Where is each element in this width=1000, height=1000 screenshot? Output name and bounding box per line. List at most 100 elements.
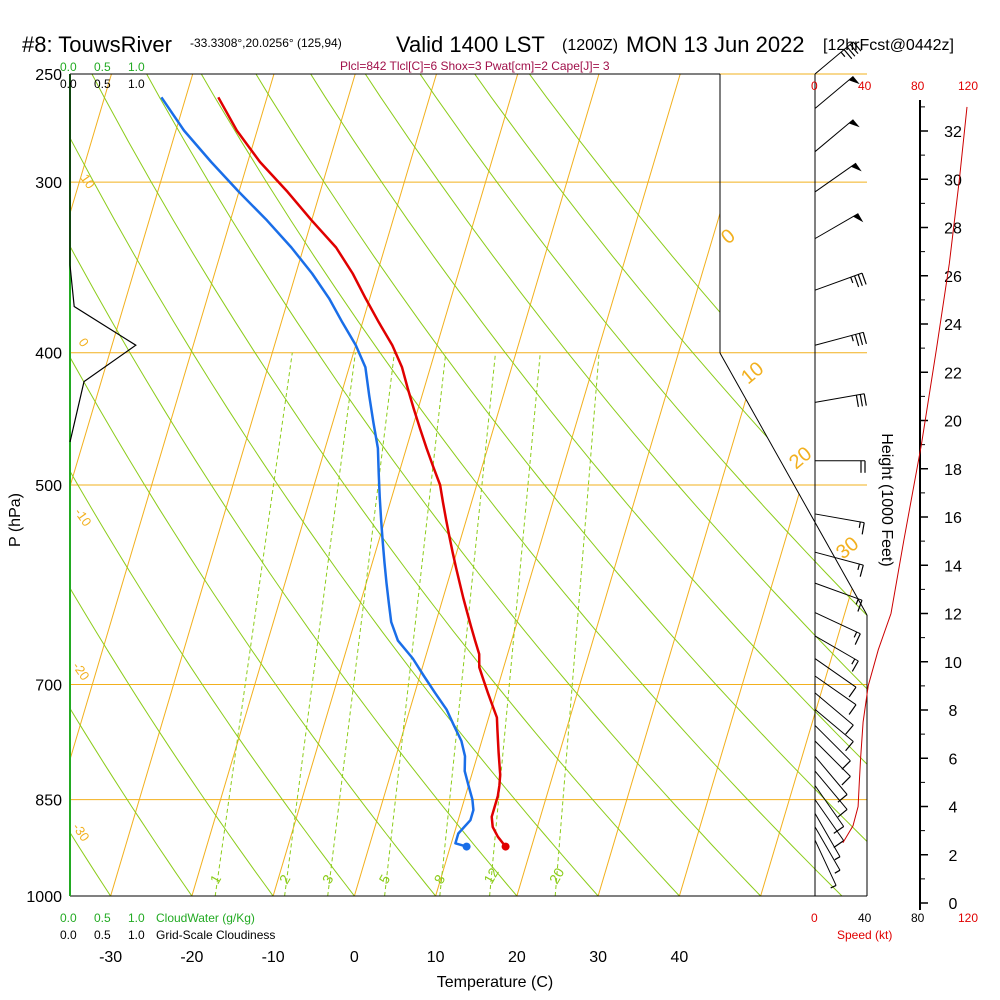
wind-barb-shaft: [814, 675, 857, 706]
pressure-tick-1000: 1000: [26, 889, 62, 906]
cloudwater-bottom-2: 1.0: [128, 911, 145, 925]
speed-axis-title: Speed (kt): [837, 928, 892, 942]
wind-barbs: [814, 41, 867, 889]
wind-barb-half: [834, 869, 841, 874]
dry-adiabat-100: [403, 74, 867, 896]
isotherm--70: [70, 74, 121, 896]
wind-barb-half: [851, 658, 856, 665]
wind-barb-shaft: [814, 755, 848, 795]
dry-adiabat-50: [132, 74, 761, 896]
wind-barb-flag: [852, 41, 862, 52]
station-coords: -33.3308°,20.0256° (125,94): [190, 36, 342, 50]
sounding-traces: [160, 96, 510, 851]
isotherm-10: [435, 74, 771, 896]
wind-barb-half: [857, 563, 860, 571]
wind-barb-half: [851, 335, 854, 342]
isotherm--10: [272, 74, 609, 896]
mixing-ratio-20: [554, 352, 600, 896]
wind-barb-flag: [833, 826, 845, 834]
wind-barb: [814, 675, 857, 715]
valid-time: Valid 1400 LST: [396, 32, 545, 57]
mixing-ratio-2: [284, 352, 356, 896]
isotherm--60: [70, 74, 203, 896]
isotherm-label-8: 30: [832, 533, 863, 564]
wind-barb-flag: [858, 333, 864, 346]
wind-barb: [814, 785, 845, 834]
wind-barb-half: [850, 276, 854, 284]
dry-adiabat-80: [294, 74, 867, 896]
height-tick-0: 0: [949, 896, 958, 913]
cloudwater-bottom-1: 0.5: [94, 911, 111, 925]
dewpoint-surface-dot: [462, 842, 471, 851]
wind-barb: [814, 658, 857, 698]
mixing-ratio-label-8: 8: [431, 872, 449, 887]
isotherm-label-4: -30: [70, 820, 93, 844]
wind-barb-flag: [845, 741, 854, 752]
wind-barb-flag: [849, 44, 859, 54]
pressure-tick-700: 700: [35, 678, 62, 695]
wind-barb-shaft: [814, 813, 841, 857]
mixing-ratio-label-5: 5: [376, 872, 394, 887]
speed-bottom-40: 40: [858, 911, 872, 925]
temp-tick-10: 10: [427, 949, 445, 966]
dry-adiabat-70: [240, 74, 867, 896]
speed-bottom-120: 120: [958, 911, 978, 925]
wind-barb-shaft: [814, 740, 851, 777]
wind-barb-half: [855, 598, 859, 605]
wind-barb-flag: [859, 564, 864, 577]
wind-barb-shaft: [814, 393, 865, 403]
wind-barb-shaft: [814, 826, 841, 871]
wind-barb-pennant: [848, 119, 860, 128]
wind-barb: [814, 755, 848, 803]
wind-barb-flag: [862, 332, 867, 345]
wind-barb-shaft: [814, 725, 851, 762]
dry-adiabat-0: [70, 74, 355, 896]
wind-barb: [814, 513, 865, 535]
wind-barb-shaft: [814, 551, 864, 566]
pressure-tick-400: 400: [35, 346, 62, 363]
dry-adiabat--20: [70, 74, 193, 896]
wind-barb-shaft: [814, 709, 854, 742]
mixing-ratio-label-20: 20: [546, 865, 568, 887]
wind-barb: [814, 813, 841, 861]
y-axis-title: P (hPa): [7, 493, 24, 547]
wind-barb: [814, 612, 861, 645]
pressure-tick-500: 500: [35, 478, 62, 495]
wind-barb-flag: [863, 393, 867, 406]
height-tick-8: 8: [949, 703, 958, 720]
wind-barb-shaft: [814, 162, 857, 193]
wind-barb-shaft: [814, 770, 848, 810]
wind-barb-shaft: [814, 785, 845, 827]
x-axis-title: Temperature (C): [437, 974, 553, 991]
wind-barb: [814, 76, 860, 109]
isotherm-50: [760, 74, 867, 896]
wind-barb: [814, 331, 867, 347]
dry-adiabat-120: [511, 74, 867, 896]
cloudwater-title: CloudWater (g/Kg): [156, 911, 255, 925]
isotherm--40: [70, 74, 365, 896]
wind-barb-shaft: [814, 692, 854, 726]
mixing-ratio-12: [489, 352, 541, 896]
valid-date: MON 13 Jun 2022: [626, 32, 805, 57]
mixing-ratio-label-1: 1: [206, 872, 224, 887]
wind-barb-flag: [851, 660, 859, 672]
height-tick-12: 12: [944, 607, 962, 624]
isotherm-label-2: -10: [72, 505, 95, 529]
wind-barb-shaft: [814, 213, 859, 240]
height-tick-18: 18: [944, 462, 962, 479]
height-tick-30: 30: [944, 172, 962, 189]
forecast-info: [12hrFcst@0442z]: [823, 37, 954, 54]
wind-barb: [814, 725, 851, 770]
wind-barb-shaft: [814, 635, 859, 662]
wind-barb-shaft: [814, 513, 865, 524]
wind-barb: [814, 826, 841, 874]
temp-tick--10: -10: [262, 949, 285, 966]
pressure-tick-250: 250: [35, 67, 62, 84]
wind-barb-flag: [841, 760, 851, 770]
wind-barb-flag: [843, 49, 853, 60]
wind-barb-half: [830, 884, 837, 889]
height-tick-22: 22: [944, 365, 962, 382]
wind-barb: [814, 551, 864, 577]
height-tick-32: 32: [944, 124, 962, 141]
